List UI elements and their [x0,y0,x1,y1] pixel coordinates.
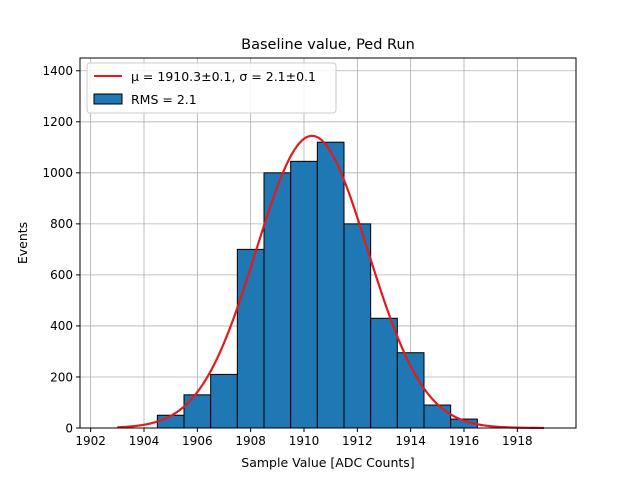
legend-fit-label: μ = 1910.3±0.1, σ = 2.1±0.1 [131,69,316,84]
legend-box [86,62,337,114]
y-axis-ticks: 0 200 400 600 800 1000 1200 1400 [42,64,80,435]
axes-frame [79,57,577,429]
y-tick-label: 1000 [42,166,73,180]
fit-curve [117,134,545,430]
x-tick-label: 1914 [395,434,426,448]
legend-hist-label: RMS = 2.1 [131,92,197,107]
gaussian-fit [117,134,545,430]
x-tick-label: 1912 [342,434,373,448]
x-axis-ticks: 1902 1904 1906 1908 1910 1912 1914 1916 1918 [75,428,533,448]
legend: μ = 1910.3±0.1, σ = 2.1±0.1 RMS = 2.1 [86,62,337,114]
histogram-bar [316,141,345,429]
x-tick-label: 1904 [129,434,160,448]
y-tick-label: 200 [50,370,73,384]
histogram-bar [236,248,265,429]
histogram-bar [343,223,372,429]
histogram-bars [156,141,478,429]
y-tick-label: 1400 [42,64,73,78]
y-tick-label: 600 [50,268,73,282]
legend-hist-patch-icon [93,93,123,105]
x-tick-label: 1908 [235,434,266,448]
y-tick-label: 1200 [42,115,73,129]
y-tick-label: 0 [65,421,73,435]
y-axis-label: Events [15,222,30,264]
x-tick-label: 1918 [502,434,533,448]
x-tick-label: 1906 [182,434,213,448]
x-axis-label: Sample Value [ADC Counts] [241,455,414,470]
histogram-bar [423,404,452,429]
histogram-bar [210,373,238,429]
y-tick-label: 400 [50,319,73,333]
histogram-bar [290,160,318,429]
histogram-bar [183,394,212,429]
x-tick-label: 1910 [289,434,320,448]
histogram-bar [370,317,398,429]
chart-title: Baseline value, Ped Run [241,37,415,53]
y-tick-label: 800 [50,217,73,231]
x-tick-label: 1916 [449,434,480,448]
x-tick-label: 1902 [75,434,106,448]
